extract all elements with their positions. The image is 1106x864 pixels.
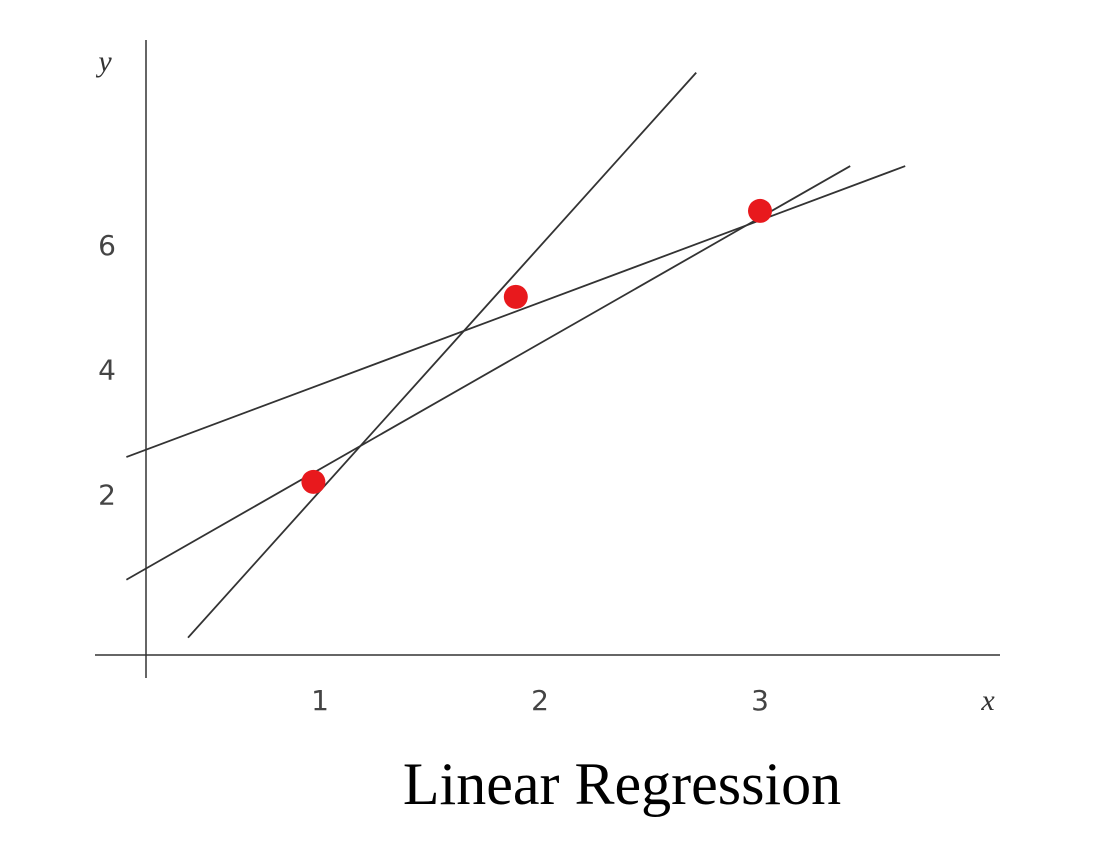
data-point (748, 198, 772, 223)
x-tick-label: 1 (311, 684, 329, 717)
fit-line (125, 165, 851, 581)
x-tick-label: 3 (751, 684, 769, 717)
x-tick-label: 2 (531, 684, 549, 717)
fit-line (126, 165, 906, 458)
y-tick-label: 2 (98, 478, 116, 511)
chart-title: Linear Regression (403, 751, 841, 817)
x-axis-label: x (980, 684, 995, 717)
data-point (301, 469, 326, 494)
data-point (503, 284, 528, 309)
y-axis-label: y (95, 45, 112, 78)
fit-line (187, 72, 697, 639)
y-tick-label: 6 (98, 229, 116, 262)
y-tick-label: 4 (98, 354, 116, 387)
